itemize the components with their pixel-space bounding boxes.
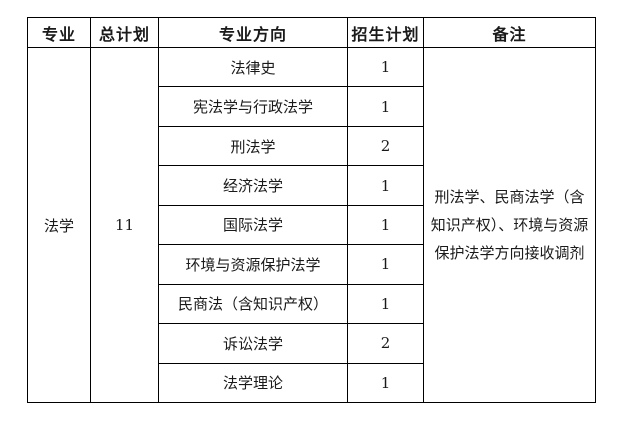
plan-cell: 1 (347, 283, 424, 325)
direction-cell: 法学理论 (158, 362, 348, 403)
header-enroll-plan: 招生计划 (347, 17, 424, 48)
table-row: 法学 11 法律史 1 刑法学、民商法学（含知识产权）、环境与资源保护法学方向接… (27, 46, 596, 403)
header-direction: 专业方向 (158, 17, 348, 48)
plan-cell: 1 (347, 362, 424, 403)
table-row: 宪法学与行政法学 1 (28, 86, 596, 127)
direction-cell: 诉讼法学 (158, 323, 348, 364)
table-row: 民商法（含知识产权） 1 (28, 283, 596, 325)
table-row: 法学理论 1 (28, 362, 596, 403)
plan-cell: 1 (347, 46, 424, 88)
plan-cell: 1 (347, 86, 424, 127)
plan-cell: 1 (347, 204, 424, 246)
direction-cell: 民商法（含知识产权） (158, 283, 348, 325)
enrollment-plan-table: 专业 总计划 专业方向 招生计划 备注 法学 11 法律史 1 刑法学、民商法学… (27, 17, 596, 403)
plan-cell: 1 (347, 244, 424, 285)
plan-cell: 2 (347, 323, 424, 364)
table-row: 经济法学 1 (28, 165, 596, 206)
table-row: 诉讼法学 2 (28, 323, 596, 364)
header-major: 专业 (27, 17, 91, 48)
direction-cell: 国际法学 (158, 204, 348, 246)
remark-cell: 刑法学、民商法学（含知识产权）、环境与资源保护法学方向接收调剂 (423, 47, 596, 403)
direction-cell: 法律史 (158, 46, 348, 88)
direction-cell: 经济法学 (158, 165, 348, 206)
direction-cell: 环境与资源保护法学 (158, 244, 348, 285)
header-remark: 备注 (423, 17, 596, 48)
total-plan-cell: 11 (90, 47, 159, 403)
direction-cell: 刑法学 (158, 125, 348, 167)
direction-cell: 宪法学与行政法学 (158, 86, 348, 127)
plan-cell: 2 (347, 125, 424, 167)
plan-cell: 1 (347, 165, 424, 206)
header-row: 专业 总计划 专业方向 招生计划 备注 (27, 17, 596, 48)
table-row: 刑法学 2 (28, 125, 596, 167)
table-row: 环境与资源保护法学 1 (28, 244, 596, 285)
header-total-plan: 总计划 (90, 17, 159, 48)
major-cell: 法学 (27, 47, 91, 403)
